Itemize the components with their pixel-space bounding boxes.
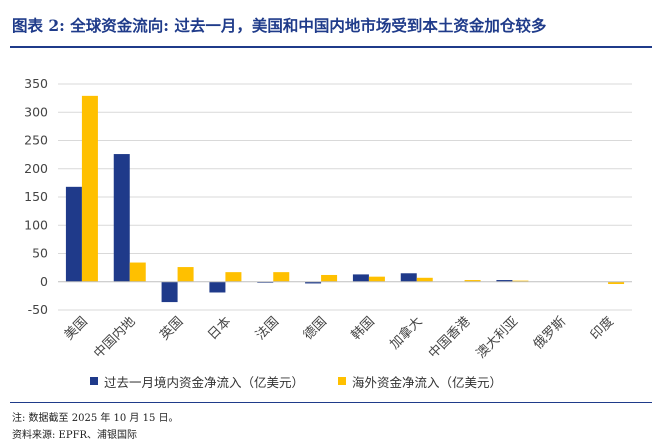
- bar-domestic-6: [352, 274, 369, 282]
- bar-foreign-1: [129, 262, 146, 282]
- bar-foreign-11: [608, 281, 625, 285]
- bar-foreign-4: [273, 272, 290, 282]
- y-tick-label: 200: [24, 161, 48, 176]
- bar-domestic-7: [400, 273, 417, 282]
- x-tick-label: 中国内地: [90, 314, 138, 362]
- chart-title: 图表 2: 全球资金流向: 过去一月，美国和中国内地市场受到本土资金加仓较多: [12, 16, 547, 35]
- legend-swatch-foreign: [338, 377, 347, 385]
- bar-foreign-7: [416, 277, 433, 282]
- y-tick-label: 100: [24, 217, 48, 232]
- legend-item-domestic: 过去一月境内资金净流入（亿美元）: [90, 372, 304, 390]
- footnote: 注: 数据截至 2025 年 10 月 15 日。: [12, 413, 179, 424]
- x-tick-label: 日本: [205, 314, 234, 343]
- bar-foreign-8: [464, 280, 481, 282]
- bar-domestic-9: [496, 280, 513, 282]
- title-rule: [10, 46, 652, 48]
- footer-rule: [10, 402, 652, 403]
- x-tick-label: 加拿大: [387, 314, 426, 353]
- x-tick-label: 德国: [301, 314, 330, 343]
- gridlines: [58, 83, 632, 311]
- x-tick-label: 澳大利亚: [473, 314, 521, 362]
- y-tick-label: 350: [24, 76, 48, 91]
- x-tick-label: 韩国: [349, 314, 378, 343]
- legend-item-foreign: 海外资金净流入（亿美元）: [338, 372, 502, 390]
- bar-foreign-9: [512, 280, 529, 282]
- source-note: 资料来源: EPFR、浦银国际: [12, 430, 138, 441]
- y-axis-ticks: -50 0 50 100 150 200 250 300 350: [24, 76, 48, 317]
- x-axis-ticks: 美国 中国内地 英国 日本 法国 德国 韩国 加拿大 中国香港 澳大利亚 俄罗斯 印度: [62, 314, 617, 362]
- legend-label-domestic: 过去一月境内资金净流入（亿美元）: [104, 374, 305, 390]
- bars: [65, 95, 625, 303]
- bar-foreign-2: [177, 267, 194, 282]
- legend-swatch-domestic: [90, 377, 98, 385]
- bar-foreign-6: [368, 276, 385, 282]
- legend: 过去一月境内资金净流入（亿美元） 海外资金净流入（亿美元）: [90, 372, 502, 390]
- bar-domestic-1: [113, 154, 130, 282]
- bar-domestic-2: [161, 281, 178, 303]
- bar-foreign-0: [81, 95, 98, 282]
- y-tick-label: 50: [32, 246, 48, 261]
- bar-foreign-3: [225, 272, 242, 282]
- y-tick-label: 300: [24, 104, 48, 119]
- x-tick-label: 美国: [62, 314, 91, 343]
- y-tick-label: 150: [24, 189, 48, 204]
- bar-domestic-5: [305, 281, 322, 284]
- x-tick-label: 俄罗斯: [531, 314, 569, 352]
- legend-label-foreign: 海外资金净流入（亿美元）: [352, 374, 503, 390]
- bar-domestic-3: [209, 281, 226, 293]
- x-tick-label: 中国香港: [426, 314, 473, 361]
- y-tick-label: 0: [40, 274, 48, 289]
- y-tick-label: -50: [28, 302, 48, 317]
- x-tick-label: 法国: [253, 314, 282, 343]
- x-tick-label: 印度: [587, 314, 617, 344]
- y-tick-label: 250: [24, 133, 48, 148]
- x-tick-label: 英国: [157, 314, 186, 343]
- bar-foreign-5: [321, 274, 338, 282]
- bar-domestic-0: [65, 186, 82, 282]
